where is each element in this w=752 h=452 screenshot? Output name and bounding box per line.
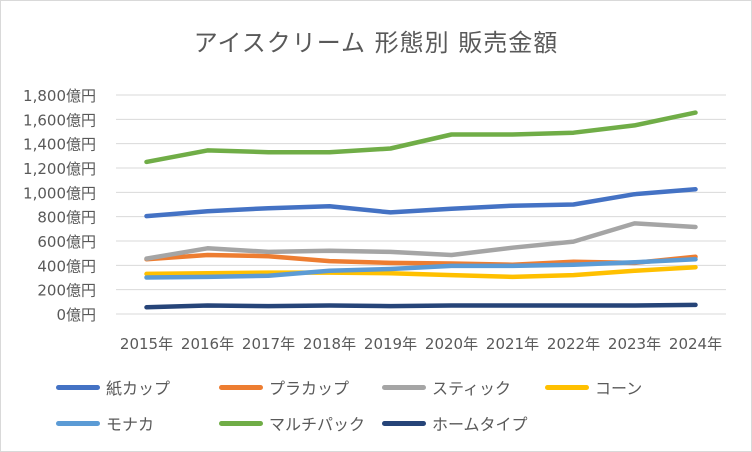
chart-title: アイスクリーム 形態別 販売金額 (193, 29, 559, 57)
x-tick-label: 2016年 (181, 335, 234, 353)
x-tick-label: 2024年 (669, 335, 722, 353)
y-tick-label: 400億円 (37, 257, 96, 275)
series-line (144, 187, 698, 219)
y-tick-label: 600億円 (37, 233, 96, 251)
series-line (144, 264, 698, 280)
x-tick-label: 2021年 (486, 335, 539, 353)
y-tick-label: 800億円 (37, 209, 96, 227)
x-tick-label: 2015年 (120, 335, 173, 353)
y-tick-label: 1,800億円 (23, 87, 96, 105)
series-line (144, 110, 698, 165)
x-tick-label: 2023年 (608, 335, 661, 353)
y-tick-label: 1,600億円 (23, 111, 96, 129)
series-line (144, 221, 698, 261)
x-tick-label: 2022年 (547, 335, 600, 353)
series-line (144, 302, 698, 310)
y-tick-label: 200億円 (37, 282, 96, 300)
y-tick-label: 1,400億円 (23, 136, 96, 154)
x-tick-label: 2019年 (364, 335, 417, 353)
x-tick-label: 2017年 (242, 335, 295, 353)
y-tick-label: 0億円 (56, 306, 96, 324)
y-tick-label: 1,000億円 (23, 184, 96, 202)
y-tick-label: 1,200億円 (23, 160, 96, 178)
x-tick-label: 2020年 (425, 335, 478, 353)
series-line (144, 257, 698, 280)
x-tick-label: 2018年 (303, 335, 356, 353)
